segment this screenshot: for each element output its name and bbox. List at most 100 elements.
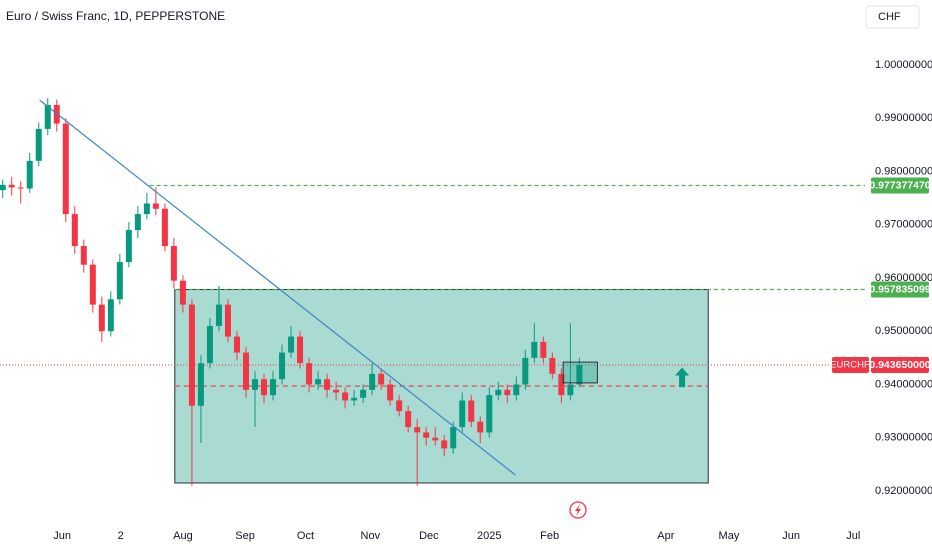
currency-box[interactable]	[865, 5, 920, 29]
candle-body	[242, 352, 249, 390]
candle-body	[342, 392, 349, 401]
candle-body	[396, 400, 403, 412]
candle-body	[315, 379, 322, 385]
x-tick-label: Aug	[173, 530, 193, 542]
candle-body	[71, 214, 78, 247]
level-tag-label: 0.977377470	[869, 179, 930, 191]
candle-body	[486, 395, 493, 433]
symbol-tag	[832, 357, 869, 374]
up-arrow	[675, 367, 690, 388]
candle-body	[540, 341, 547, 358]
candle-body	[8, 184, 15, 188]
candle-body	[152, 203, 159, 209]
candle-body	[215, 304, 222, 326]
candle-body	[134, 214, 141, 231]
candle-body	[107, 299, 114, 332]
candle-body	[558, 373, 565, 396]
x-tick-label: Apr	[657, 530, 674, 542]
candle-body	[288, 336, 295, 353]
candle-body	[387, 384, 394, 401]
candle-body	[125, 230, 132, 263]
candle-body	[170, 246, 177, 281]
candle-body	[26, 160, 33, 189]
x-tick-label: Oct	[297, 530, 314, 542]
candle-body	[369, 373, 376, 390]
candle-body	[414, 427, 421, 433]
candle-body	[450, 427, 457, 449]
candle-body	[197, 363, 204, 406]
candle-body	[513, 384, 520, 396]
candle-body	[459, 400, 466, 428]
candle-body	[224, 304, 231, 337]
candle-body	[531, 341, 538, 358]
candle-body	[0, 184, 6, 191]
candle-body	[549, 357, 556, 374]
candle-body	[143, 203, 150, 215]
candle-body	[89, 264, 96, 305]
x-tick-label: Jun	[782, 530, 800, 542]
candle-body	[179, 280, 186, 305]
x-tick-label: Jul	[846, 530, 860, 542]
candle-body	[98, 304, 105, 332]
candle-body	[80, 246, 87, 265]
candle-body	[495, 389, 502, 396]
currency-label[interactable]: CHF	[878, 11, 901, 23]
x-tick-label: 2025	[477, 530, 501, 542]
candle-body	[504, 389, 511, 396]
level-tag	[871, 281, 929, 298]
event-icon-bolt	[575, 504, 581, 516]
last-price-label: 0.943650000	[869, 359, 930, 371]
candle-body	[432, 437, 439, 441]
y-tick-label: 0.920000000	[875, 485, 932, 497]
candle-body	[576, 365, 583, 385]
candle-body	[116, 262, 123, 300]
x-tick-label: Dec	[419, 530, 439, 542]
candle-body	[279, 352, 286, 380]
candle-body	[297, 336, 304, 364]
candle-body	[233, 336, 240, 353]
candle-body	[468, 400, 475, 422]
candle-body	[423, 432, 430, 438]
candle-body	[188, 304, 195, 406]
candle-body	[161, 208, 168, 247]
candle-body	[261, 379, 268, 396]
candle-body	[405, 411, 412, 428]
candle-body	[44, 104, 51, 129]
candle-body	[35, 128, 42, 161]
candle-body	[477, 421, 484, 433]
symbol-tag-label: EURCHF	[830, 360, 870, 371]
x-tick-label: Nov	[361, 530, 381, 542]
candle-body	[567, 384, 574, 396]
candle-body	[62, 123, 69, 215]
candle-body	[378, 373, 385, 385]
x-tick-label: May	[719, 530, 740, 542]
candle-body	[333, 389, 340, 393]
last-price-tag	[871, 357, 929, 374]
candle-body	[351, 397, 358, 401]
candle-body	[441, 440, 448, 449]
trendline	[39, 99, 516, 476]
candle-body	[306, 363, 313, 385]
candle-body	[270, 379, 277, 396]
candle-body	[206, 325, 213, 364]
candle-body	[360, 389, 367, 398]
candle-body	[324, 379, 331, 390]
x-tick-label: Sep	[235, 530, 255, 542]
x-tick-label: Feb	[540, 530, 559, 542]
chart-title: Euro / Swiss Franc, 1D, PEPPERSTONE	[6, 9, 225, 23]
x-tick-label: Jun	[53, 530, 71, 542]
level-tag-label: 0.957835099	[869, 283, 930, 295]
candle-body	[17, 187, 24, 189]
candle-body	[251, 379, 258, 390]
x-tick-label: 2	[118, 530, 124, 542]
